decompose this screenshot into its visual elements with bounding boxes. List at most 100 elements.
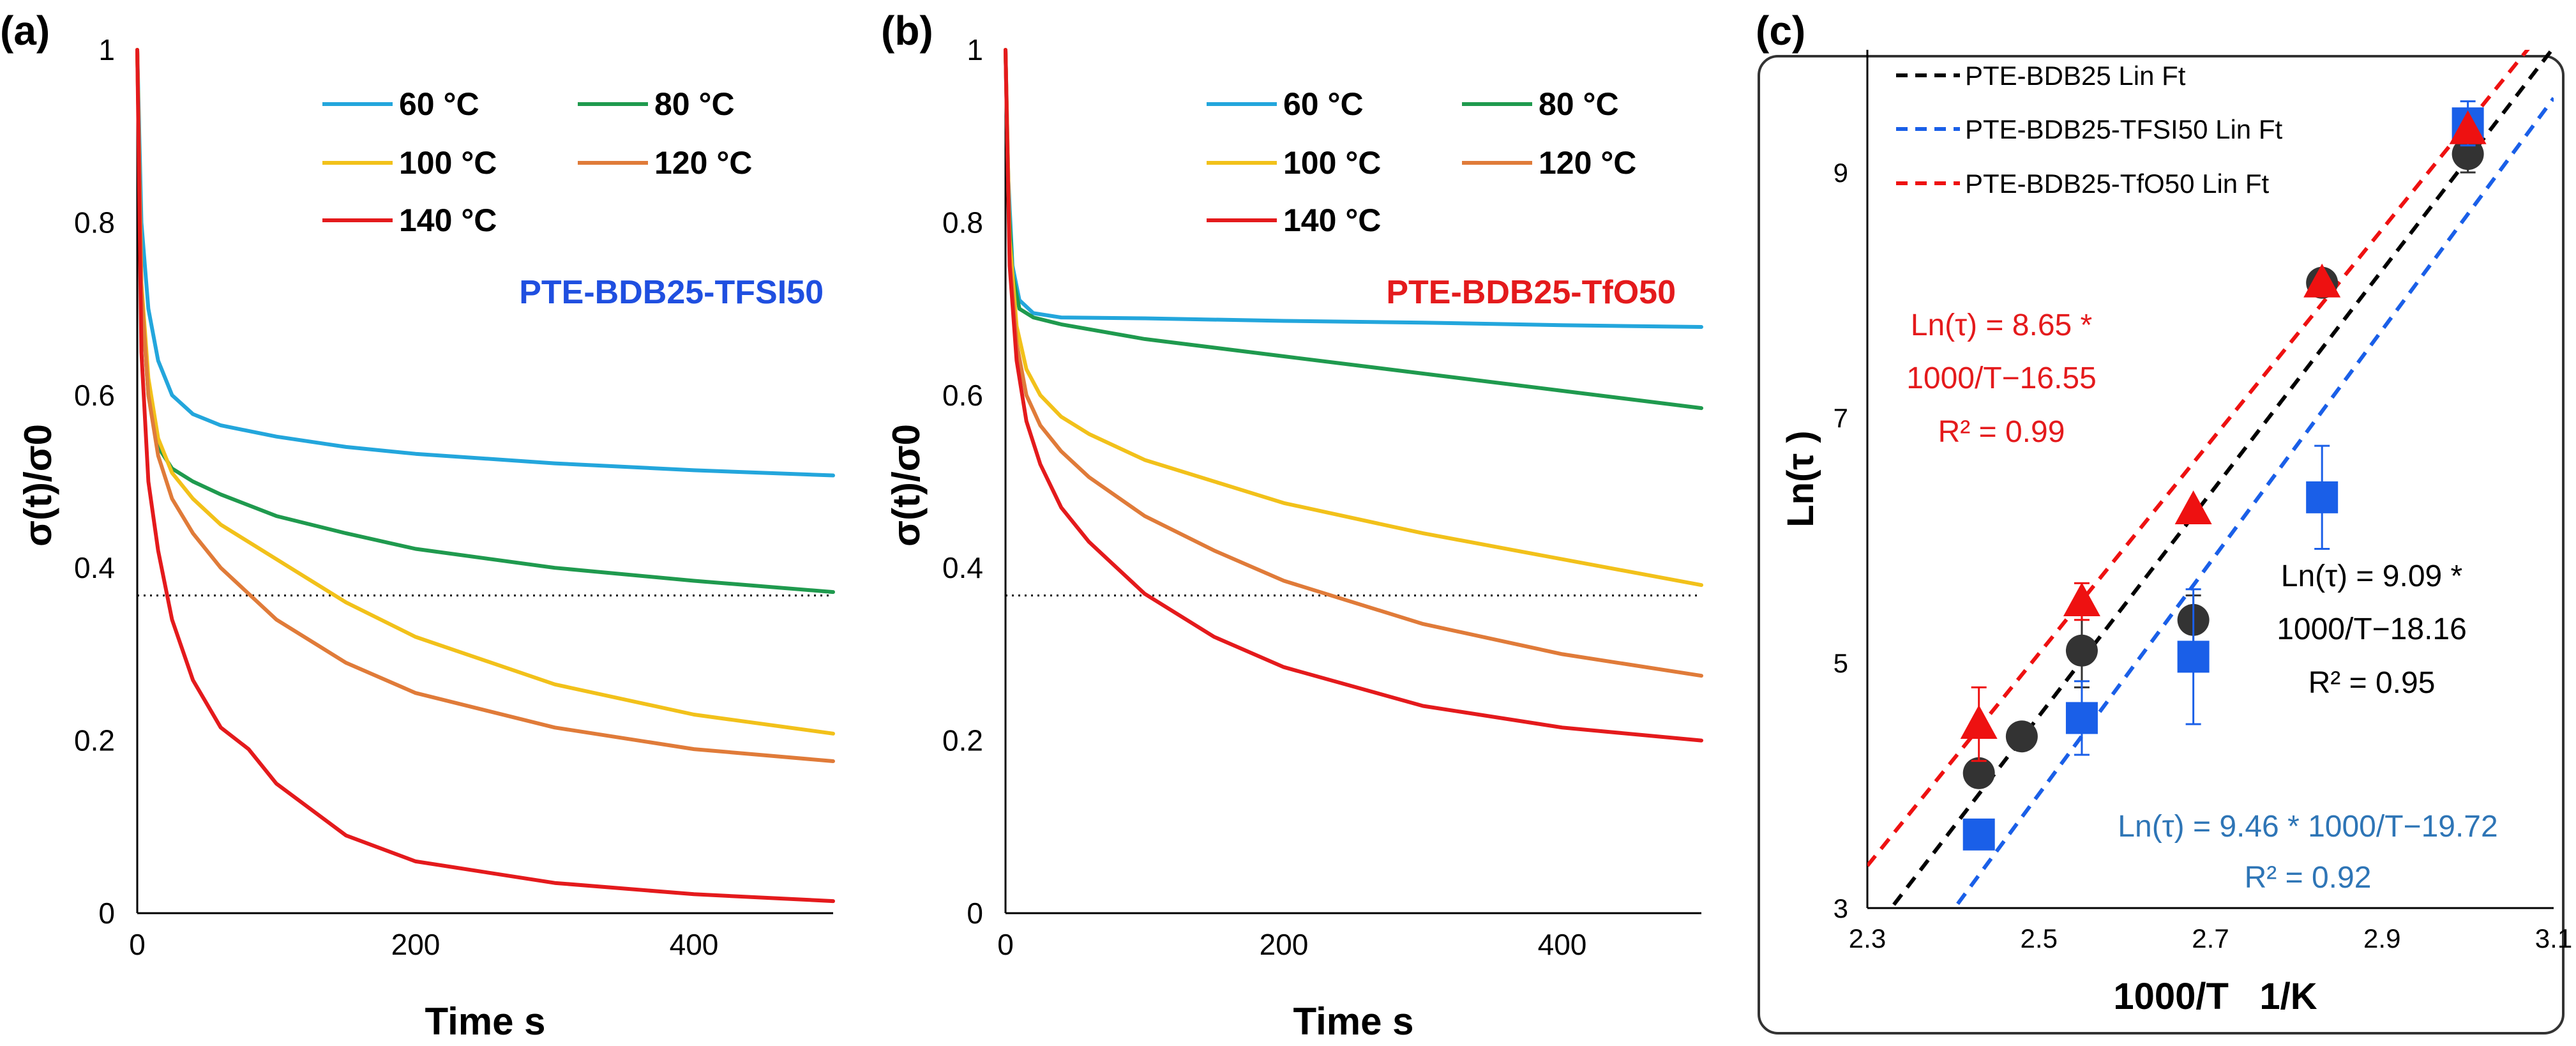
panel-c-equation-tfo-line1: Ln(τ) = 8.65 * [1911,308,2092,342]
panel-c-y-tick-label: 5 [1834,648,1848,678]
panel-a: (a) 0 0.2 0.4 0.6 0.8 1 0 200 400 Time s σ(t)/σ… [0,8,835,1043]
panel-c-legend-label-base: PTE-BDB25 Lin Ft [1965,61,2186,91]
panel-c-equation-base-line1: Ln(τ) = 9.09 * [2281,559,2462,593]
panel-b-y-label: σ(t)/σ0 [885,424,928,547]
panel-c-equation-tfsi: Ln(τ) = 9.46 * 1000/T−19.72 R² = 0.92 [2118,810,2497,895]
panel-c-point-pte-bdb25-tfsi50 [2065,702,2098,734]
panel-c-point-pte-bdb25-tfsi50 [1962,818,1995,851]
panel-a-legend-label-80: 80 °C [654,86,735,122]
panel-b-y-tick-label: 1 [967,33,983,66]
panel-c-legend-label-tfo: PTE-BDB25-TfO50 Lin Ft [1965,169,2269,199]
panel-b-y-ticks: 0 0.2 0.4 0.6 0.8 1 [942,33,983,930]
panel-c-x-tick-label: 2.9 [2363,923,2400,953]
panel-c-y-tick-label: 3 [1834,893,1848,923]
panel-c-legend-item-tfsi: PTE-BDB25-TFSI50 Lin Ft [1896,114,2282,144]
panel-c-equation-tfsi-line2: R² = 0.92 [2245,861,2372,895]
panel-b-y-tick-label: 0.6 [942,379,983,412]
panel-b-legend-label-140: 140 °C [1283,202,1381,238]
panel-b-legend-item-140: 140 °C [1207,202,1381,238]
panel-b-legend-label-120: 120 °C [1539,145,1636,181]
panel-c-point-pte-bdb25-tfo50 [2303,263,2341,298]
panel-c-y-tick-label: 9 [1834,158,1848,188]
panel-b: (b) 0 0.2 0.4 0.6 0.8 1 0 200 400 Time s σ(t)/σ… [881,8,1703,1043]
panel-a-y-tick-label: 0.6 [74,379,115,412]
panel-a-sample-annotation: PTE-BDB25-TFSI50 [519,274,824,311]
panel-b-label: (b) [881,8,933,54]
panel-b-sample-annotation: PTE-BDB25-TfO50 [1386,274,1676,311]
panel-b-series-140-c-line [1004,48,1703,743]
panel-c-point-pte-bdb25-tfo50 [2449,110,2487,144]
panel-c-x-tick-label: 3.1 [2535,923,2572,953]
panel-c-equation-tfo-line3: R² = 0.99 [1938,415,2065,449]
panel-a-x-tick-label: 200 [391,928,441,961]
panel-a-y-label: σ(t)/σ0 [17,424,59,547]
panel-c-equation-tfsi-line1: Ln(τ) = 9.46 * 1000/T−19.72 [2118,810,2497,844]
panel-a-x-ticks: 0 200 400 [129,928,718,961]
panel-c-equation-base-line2: 1000/T−18.16 [2277,612,2467,646]
panel-a-x-tick-label: 0 [129,928,146,961]
panel-c-point-pte-bdb25-tfo50 [2174,490,2212,524]
panel-c-point-pte-bdb25 [1962,757,1995,789]
panel-a-series-140-c-line [135,48,835,904]
panel-c-point-pte-bdb25-tfsi50 [2306,481,2339,513]
panel-a-y-tick-label: 0.4 [74,551,115,584]
panel-c-x-label: 1000/T 1/K [2113,976,2317,1017]
panel-a-label: (a) [0,8,50,54]
panel-a-y-tick-label: 0.2 [74,724,115,757]
panel-b-y-tick-label: 0.4 [942,551,983,584]
panel-a-legend-item-140: 140 °C [322,202,497,238]
panel-a-legend-item-100: 100 °C [322,145,497,181]
panel-a-legend-label-100: 100 °C [399,145,497,181]
panel-b-y-tick-label: 0.8 [942,206,983,239]
panel-b-legend-label-100: 100 °C [1283,145,1381,181]
panel-c-legend-item-base: PTE-BDB25 Lin Ft [1896,61,2186,91]
panel-b-legend-label-80: 80 °C [1539,86,1619,122]
panel-a-series [135,48,835,904]
panel-c-point-pte-bdb25 [2005,720,2038,753]
panel-b-legend-label-60: 60 °C [1283,86,1364,122]
panel-c-point-pte-bdb25 [2065,634,2098,667]
panel-b-x-tick-label: 400 [1538,928,1587,961]
panel-b-y-tick-label: 0 [967,897,983,930]
panel-c-frame [1758,55,2565,1035]
panel-a-legend: 60 °C 80 °C 100 °C 120 °C 140 °C [322,86,752,238]
panel-a-legend-item-120: 120 °C [578,145,752,181]
panel-c-point-pte-bdb25-tfo50 [1960,705,1998,739]
panel-c-equation-base-line3: R² = 0.95 [2309,666,2436,700]
panel-b-series-120-c-line [1004,48,1703,678]
panel-b-y-tick-label: 0.2 [942,724,983,757]
panel-c-x-tick-label: 2.5 [2021,923,2058,953]
panel-c-point-pte-bdb25-tfo50 [2063,582,2100,616]
panel-c-x-tick-label: 2.7 [2192,923,2229,953]
panel-a-plot-area: 0 0.2 0.4 0.6 0.8 1 0 200 400 [74,33,835,961]
panel-b-plot-area: 0 0.2 0.4 0.6 0.8 1 0 200 400 [942,33,1703,961]
panel-c-equation-tfo-line2: 1000/T−16.55 [1906,361,2097,395]
panel-c-equation-tfo: Ln(τ) = 8.65 * 1000/T−16.55 R² = 0.99 [1906,308,2097,449]
panel-a-x-label: Time s [425,1000,546,1043]
panel-a-legend-item-80: 80 °C [578,86,735,122]
panel-b-x-tick-label: 200 [1260,928,1309,961]
panel-c-points [1960,100,2487,851]
panel-a-x-tick-label: 400 [670,928,719,961]
panel-c: (c) 3 5 7 9 2.3 2.5 2.7 2.9 3.1 1000/T 1/K Ln(τ… [1756,8,2572,1035]
panel-c-point-pte-bdb25 [2452,138,2484,171]
panel-c-x-tick-label: 2.3 [1849,923,1886,953]
panel-c-y-label: Ln(τ ) [1780,430,1821,527]
panel-a-y-tick-label: 0.8 [74,206,115,239]
panel-b-legend-item-120: 120 °C [1462,145,1636,181]
panel-a-legend-label-120: 120 °C [654,145,752,181]
panel-c-y-tick-label: 7 [1834,403,1848,433]
panel-c-legend-label-tfsi: PTE-BDB25-TFSI50 Lin Ft [1965,114,2282,144]
panel-c-fit-pte-bdb25-tfsi50-lin-ft [1952,96,2554,909]
panel-c-label: (c) [1756,8,1805,54]
panel-a-y-tick-label: 1 [98,33,115,66]
panel-a-series-80-c-line [135,48,835,595]
panel-c-fit-pte-bdb25-lin-ft [1888,50,2554,909]
panel-c-x-ticks: 2.3 2.5 2.7 2.9 3.1 [1849,923,2572,953]
panel-b-legend-item-60: 60 °C [1207,86,1364,122]
panel-b-x-label: Time s [1293,1000,1414,1043]
panel-b-x-ticks: 0 200 400 [997,928,1586,961]
panel-b-legend: 60 °C 80 °C 100 °C 120 °C 140 °C [1207,86,1636,238]
panel-b-series [1004,48,1703,743]
